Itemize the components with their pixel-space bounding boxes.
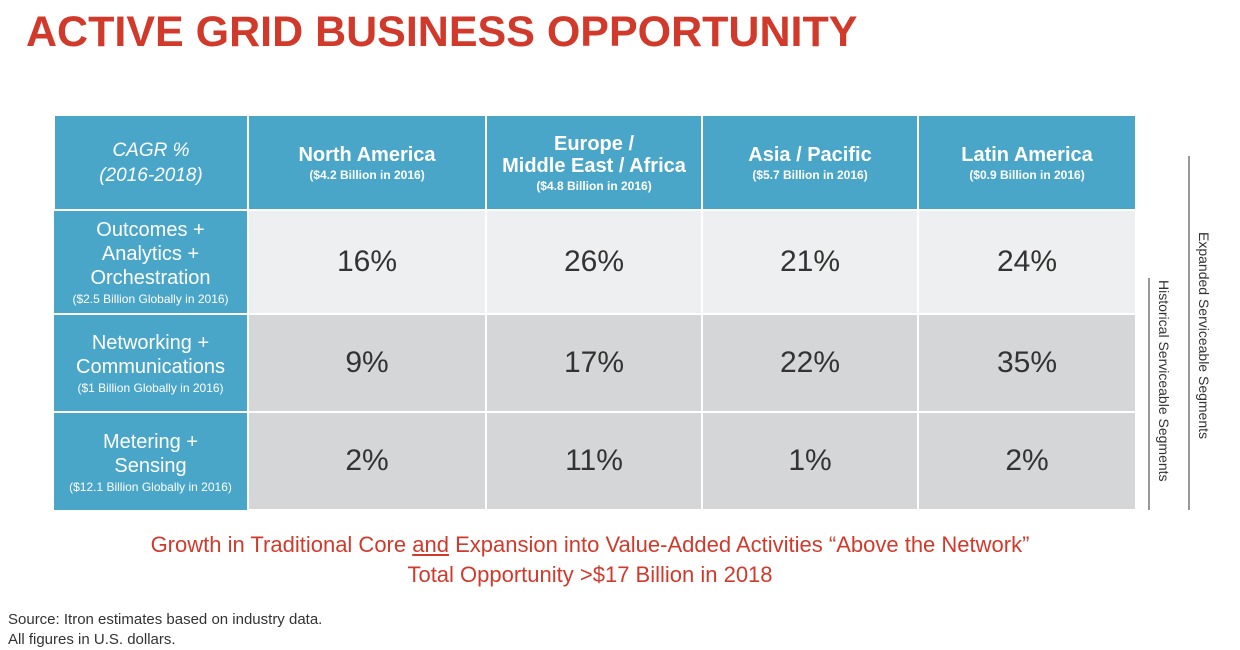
region-header-north-america: North America ($4.2 Billion in 2016) (247, 116, 487, 210)
region-header-emea: Europe / Middle East / Africa ($4.8 Bill… (485, 116, 703, 210)
region-name: Asia / Pacific (748, 143, 872, 166)
cagr-header-cell: CAGR % (2016-2018) (53, 116, 249, 210)
cagr-value: 17% (485, 313, 703, 413)
tagline: Growth in Traditional Core and Expansion… (0, 530, 1180, 590)
cagr-value: 11% (485, 411, 703, 511)
cagr-value: 16% (247, 209, 487, 315)
segment-cell: Metering + Sensing ($12.1 Billion Global… (54, 411, 249, 510)
table-row-outcomes: Outcomes + Analytics + Orchestration ($2… (54, 209, 1137, 315)
segment-size: ($2.5 Billion Globally in 2016) (72, 292, 229, 306)
region-header-latin-america: Latin America ($0.9 Billion in 2016) (917, 116, 1137, 210)
table-row-networking: Networking + Communications ($1 Billion … (54, 313, 1137, 413)
table-header-row: CAGR % (2016-2018) North America ($4.2 B… (53, 116, 1137, 210)
region-size: ($4.8 Billion in 2016) (536, 178, 652, 193)
region-name: Latin America (961, 143, 1093, 166)
segment-size: ($1 Billion Globally in 2016) (77, 381, 224, 395)
expanded-segments-label: Expanded Serviceable Segments (1196, 232, 1212, 440)
cagr-value: 2% (247, 411, 487, 511)
segment-name-line1: Networking + (91, 332, 210, 354)
tagline-part1: Growth in Traditional Core (150, 532, 413, 557)
currency-note: All figures in U.S. dollars. (8, 631, 176, 648)
region-name: North America (298, 143, 436, 166)
segment-name-line2: Communications (76, 356, 225, 378)
segment-cell: Networking + Communications ($1 Billion … (54, 313, 249, 412)
tagline-total: Total Opportunity >$17 Billion in 2018 (407, 562, 773, 587)
region-header-asia-pacific: Asia / Pacific ($5.7 Billion in 2016) (701, 116, 919, 210)
region-size: ($0.9 Billion in 2016) (969, 167, 1085, 182)
segment-name-line2: Sensing (114, 454, 187, 477)
segment-name-line1: Outcomes + (96, 219, 205, 241)
expanded-segments-bracket (1188, 156, 1190, 510)
cagr-label: CAGR % (112, 139, 190, 161)
table-row-metering: Metering + Sensing ($12.1 Billion Global… (54, 411, 1137, 511)
source-line: Source: Itron estimates based on industr… (8, 611, 323, 628)
region-name-line2: Middle East / Africa (502, 154, 686, 177)
source-note: Source: Itron estimates based on industr… (8, 610, 322, 650)
cagr-period: (2016-2018) (99, 164, 203, 186)
cagr-value: 22% (701, 313, 919, 413)
cagr-value: 1% (701, 411, 919, 511)
tagline-underlined: and (412, 532, 449, 557)
cagr-value: 24% (917, 209, 1137, 315)
historical-segments-bracket (1148, 278, 1150, 510)
tagline-part2: Expansion into Value-Added Activities “A… (448, 532, 1030, 557)
cagr-value: 26% (485, 209, 703, 315)
cagr-value: 35% (917, 313, 1137, 413)
segment-name-line2: Analytics + (101, 243, 200, 265)
region-size: ($4.2 Billion in 2016) (309, 167, 425, 182)
cagr-value: 2% (917, 411, 1137, 511)
segment-name-line3: Orchestration (90, 267, 211, 289)
cagr-value: 9% (247, 313, 487, 413)
segment-size: ($12.1 Billion Globally in 2016) (69, 479, 232, 494)
cagr-value: 21% (701, 209, 919, 315)
cagr-table: CAGR % (2016-2018) North America ($4.2 B… (53, 116, 1137, 511)
region-size: ($5.7 Billion in 2016) (752, 167, 868, 182)
segment-name-line1: Metering + (102, 430, 199, 453)
region-name-line1: Europe / (553, 132, 634, 155)
segment-cell: Outcomes + Analytics + Orchestration ($2… (54, 209, 249, 314)
page-title: ACTIVE GRID BUSINESS OPPORTUNITY (26, 8, 858, 56)
historical-segments-label: Historical Serviceable Segments (1156, 280, 1172, 482)
